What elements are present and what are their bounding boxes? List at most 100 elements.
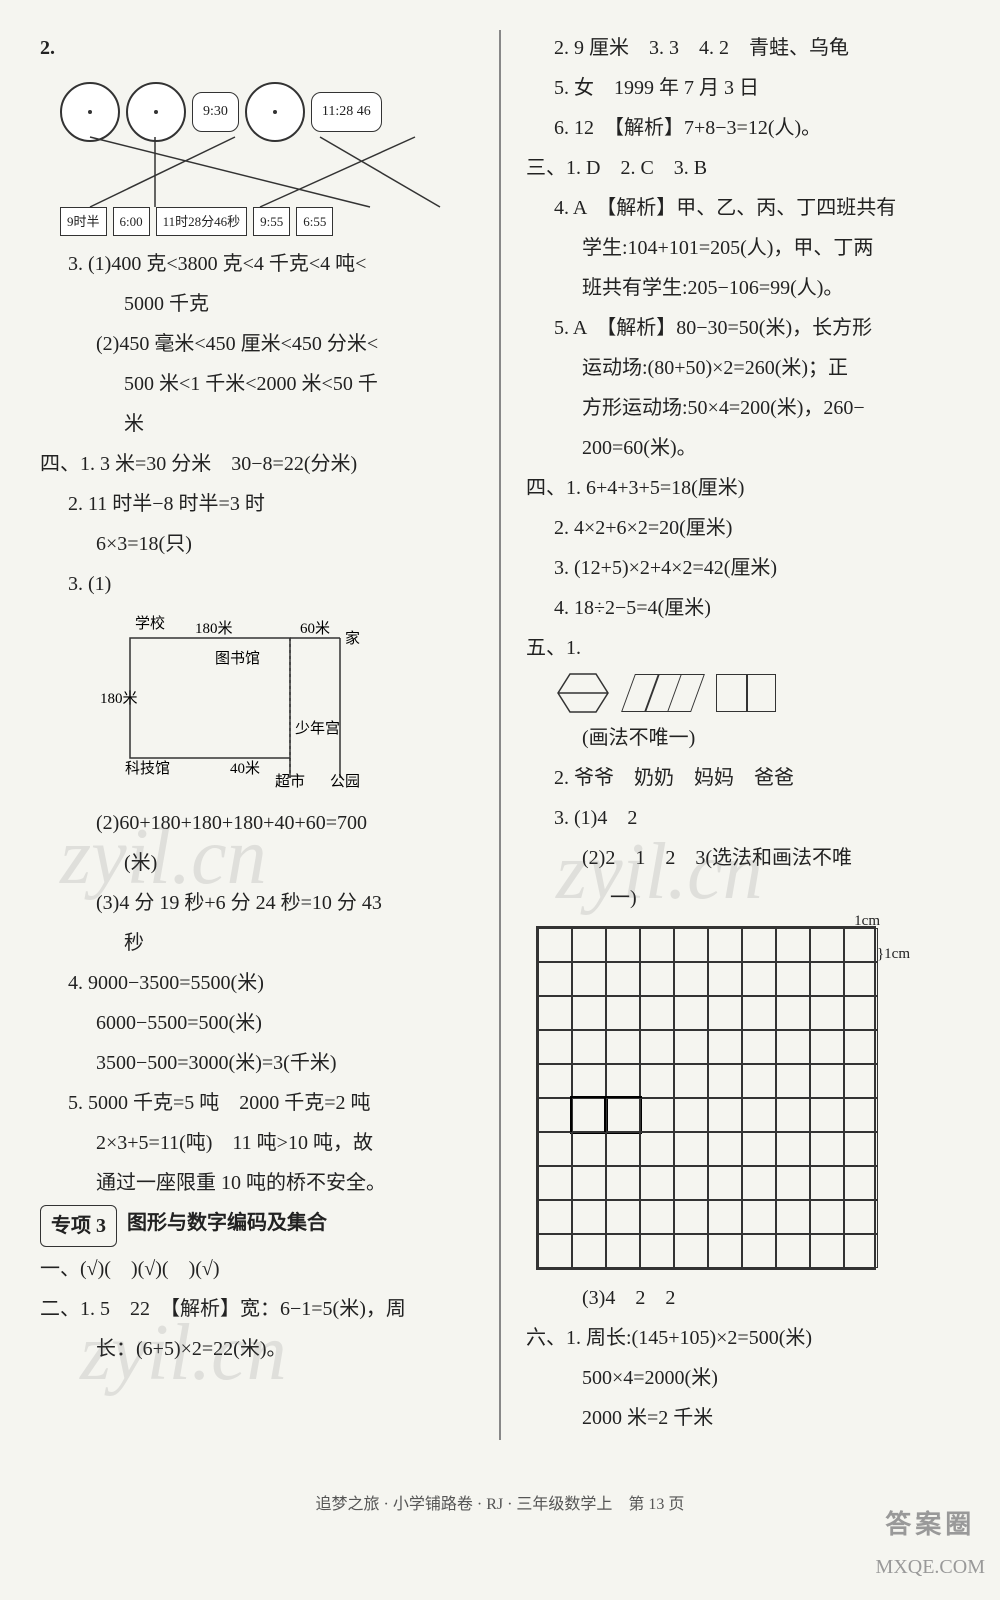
grid-label-right: }1cm xyxy=(877,941,910,968)
text: 2000 米=2 千米 xyxy=(582,1400,713,1436)
text: 2×3+5=11(吨) 11 吨>10 吨，故 xyxy=(96,1125,373,1161)
page: 2. 9:30 11:28 46 9时半 6:00 11时28分46秒 xyxy=(0,0,1000,1500)
text: 学生:104+101=205(人)，甲、丁两 xyxy=(582,230,873,266)
s4-5b: 2×3+5=11(吨) 11 吨>10 吨，故 xyxy=(40,1125,474,1161)
s4-3r: 3. (12+5)×2+4×2=42(厘米) xyxy=(526,550,960,586)
time-label: 6:55 xyxy=(296,207,333,236)
text: 500×4=2000(米) xyxy=(582,1360,718,1396)
s4-2r: 2. 4×2+6×2=20(厘米) xyxy=(526,510,960,546)
clocks-diagram: 9:30 11:28 46 9时半 6:00 11时28分46秒 9:55 6:… xyxy=(60,72,474,236)
text: 三、1. D 2. C 3. B xyxy=(526,150,707,186)
text: (3)4 2 2 xyxy=(582,1280,675,1316)
text: (2)2 1 2 3(选法和画法不唯 xyxy=(582,840,852,876)
s4-5c: 通过一座限重 10 吨的桥不安全。 xyxy=(40,1165,474,1201)
text: 班共有学生:205−106=99(人)。 xyxy=(582,270,843,306)
text: 5. 女 1999 年 7 月 3 日 xyxy=(554,70,759,106)
text: 3. (1)400 克<3800 克<4 千克<4 吨< xyxy=(68,246,366,282)
q3-2c: 米 xyxy=(40,406,474,442)
text: 3. (1) xyxy=(68,566,111,602)
text: 运动场:(80+50)×2=260(米)；正 xyxy=(582,350,848,386)
svg-text:少年宫: 少年宫 xyxy=(295,720,340,737)
text: 3. (1)4 2 xyxy=(554,800,637,836)
corner-sub: MXQE.COM xyxy=(876,1549,985,1585)
map-diagram: 180米 60米 学校 家 图书馆 180米 少年宫 科技馆 40米 超市 公园 xyxy=(100,608,474,799)
text: 六、1. 周长:(145+105)×2=500(米) xyxy=(526,1320,812,1356)
svg-text:图书馆: 图书馆 xyxy=(215,650,260,667)
grid-label-top: 1cm xyxy=(854,908,880,935)
s3-4a: 4. A 【解析】甲、乙、丙、丁四班共有 xyxy=(526,190,960,226)
s4-4b: 6000−5500=500(米) xyxy=(40,1005,474,1041)
s4-3: 3. (1) xyxy=(40,566,474,602)
q2-label: 2. xyxy=(40,30,474,66)
s4-3-2: (2)60+180+180+180+40+60=700 xyxy=(40,805,474,841)
text: 200=60(米)。 xyxy=(582,430,697,466)
section-badge: 专项 3 xyxy=(40,1205,117,1247)
clock-row: 9:30 11:28 46 xyxy=(60,72,474,152)
text: 方形运动场:50×4=200(米)，260− xyxy=(582,390,865,426)
s4-3-3: (3)4 分 19 秒+6 分 24 秒=10 分 43 xyxy=(40,885,474,921)
column-divider xyxy=(499,30,501,1440)
s4-5a: 5. 5000 千克=5 吨 2000 千克=2 吨 xyxy=(40,1085,474,1121)
text: 四、1. 6+4+3+5=18(厘米) xyxy=(526,470,744,506)
s3-5a: 5. A 【解析】80−30=50(米)，长方形 xyxy=(526,310,960,346)
text: 五、1. xyxy=(526,630,581,666)
s5-3-2a: (2)2 1 2 3(选法和画法不唯 xyxy=(526,840,960,876)
text: 6000−5500=500(米) xyxy=(96,1005,262,1041)
text: 4. 9000−3500=5500(米) xyxy=(68,965,264,1001)
text: 2. 爷爷 奶奶 妈妈 爸爸 xyxy=(554,760,794,796)
s5-3: 3. (1)4 2 xyxy=(526,800,960,836)
s6-1c: 2000 米=2 千米 xyxy=(526,1400,960,1436)
s3-5b: 运动场:(80+50)×2=260(米)；正 xyxy=(526,350,960,386)
text: (2)450 毫米<450 厘米<450 分米< xyxy=(96,326,378,362)
section-3-header: 专项 3 图形与数字编码及集合 xyxy=(40,1205,474,1247)
q3-2: (2)450 毫米<450 厘米<450 分米< xyxy=(40,326,474,362)
right-column: 2. 9 厘米 3. 3 4. 2 青蛙、乌龟 5. 女 1999 年 7 月 … xyxy=(526,30,960,1440)
time-label: 11时28分46秒 xyxy=(156,207,248,236)
corner-brand: 答案圈 MXQE.COM xyxy=(876,1502,985,1585)
r6: 6. 12 【解析】7+8−3=12(人)。 xyxy=(526,110,960,146)
s5-2: 2. 爷爷 奶奶 妈妈 爸爸 xyxy=(526,760,960,796)
parallelogram-shape xyxy=(621,674,705,712)
s3-4c: 班共有学生:205−106=99(人)。 xyxy=(526,270,960,306)
s3-4b: 学生:104+101=205(人)，甲、丁两 xyxy=(526,230,960,266)
corner-main: 答案圈 xyxy=(876,1502,985,1549)
text: 米 xyxy=(124,406,144,442)
text: 6×3=18(只) xyxy=(96,526,192,562)
text: 秒 xyxy=(124,925,144,961)
svg-text:60米: 60米 xyxy=(300,620,330,637)
s4-1r: 四、1. 6+4+3+5=18(厘米) xyxy=(526,470,960,506)
text: 5000 千克 xyxy=(124,286,209,322)
svg-text:家: 家 xyxy=(345,630,360,647)
item-number: 2. xyxy=(40,30,55,66)
digital-2: 11:28 46 xyxy=(311,92,382,131)
s4-2b: 6×3=18(只) xyxy=(40,526,474,562)
time-label: 9:55 xyxy=(253,207,290,236)
grid-10x10 xyxy=(536,926,876,1270)
clock-1 xyxy=(60,82,120,142)
text: 3. (12+5)×2+4×2=42(厘米) xyxy=(554,550,777,586)
text: 通过一座限重 10 吨的桥不安全。 xyxy=(96,1165,386,1201)
svg-text:科技馆: 科技馆 xyxy=(125,760,170,777)
s6-1b: 500×4=2000(米) xyxy=(526,1360,960,1396)
s6-1a: 六、1. 周长:(145+105)×2=500(米) xyxy=(526,1320,960,1356)
shapes-row xyxy=(556,672,960,714)
text: 5. A 【解析】80−30=50(米)，长方形 xyxy=(554,310,872,346)
text: 长：(6+5)×2=22(米)。 xyxy=(96,1331,286,1367)
svg-text:超市: 超市 xyxy=(275,773,305,788)
text: 四、1. 3 米=30 分米 30−8=22(分米) xyxy=(40,446,357,482)
s5-1: 五、1. xyxy=(526,630,960,666)
q3-2b: 500 米<1 千米<2000 米<50 千 xyxy=(40,366,474,402)
s4-4c: 3500−500=3000(米)=3(千米) xyxy=(40,1045,474,1081)
section-title: 图形与数字编码及集合 xyxy=(127,1205,327,1247)
s4-2: 2. 11 时半−8 时半=3 时 xyxy=(40,486,474,522)
text: (米) xyxy=(124,845,157,881)
svg-text:学校: 学校 xyxy=(135,615,165,632)
s4-4r: 4. 18÷2−5=4(厘米) xyxy=(526,590,960,626)
s5-3-3: (3)4 2 2 xyxy=(526,1280,960,1316)
s4-1: 四、1. 3 米=30 分米 30−8=22(分米) xyxy=(40,446,474,482)
label-row: 9时半 6:00 11时28分46秒 9:55 6:55 xyxy=(60,207,474,236)
left-column: 2. 9:30 11:28 46 9时半 6:00 11时28分46秒 xyxy=(40,30,474,1440)
text: 6. 12 【解析】7+8−3=12(人)。 xyxy=(554,110,821,146)
text: (画法不唯一) xyxy=(582,720,695,756)
text: 500 米<1 千米<2000 米<50 千 xyxy=(124,366,378,402)
